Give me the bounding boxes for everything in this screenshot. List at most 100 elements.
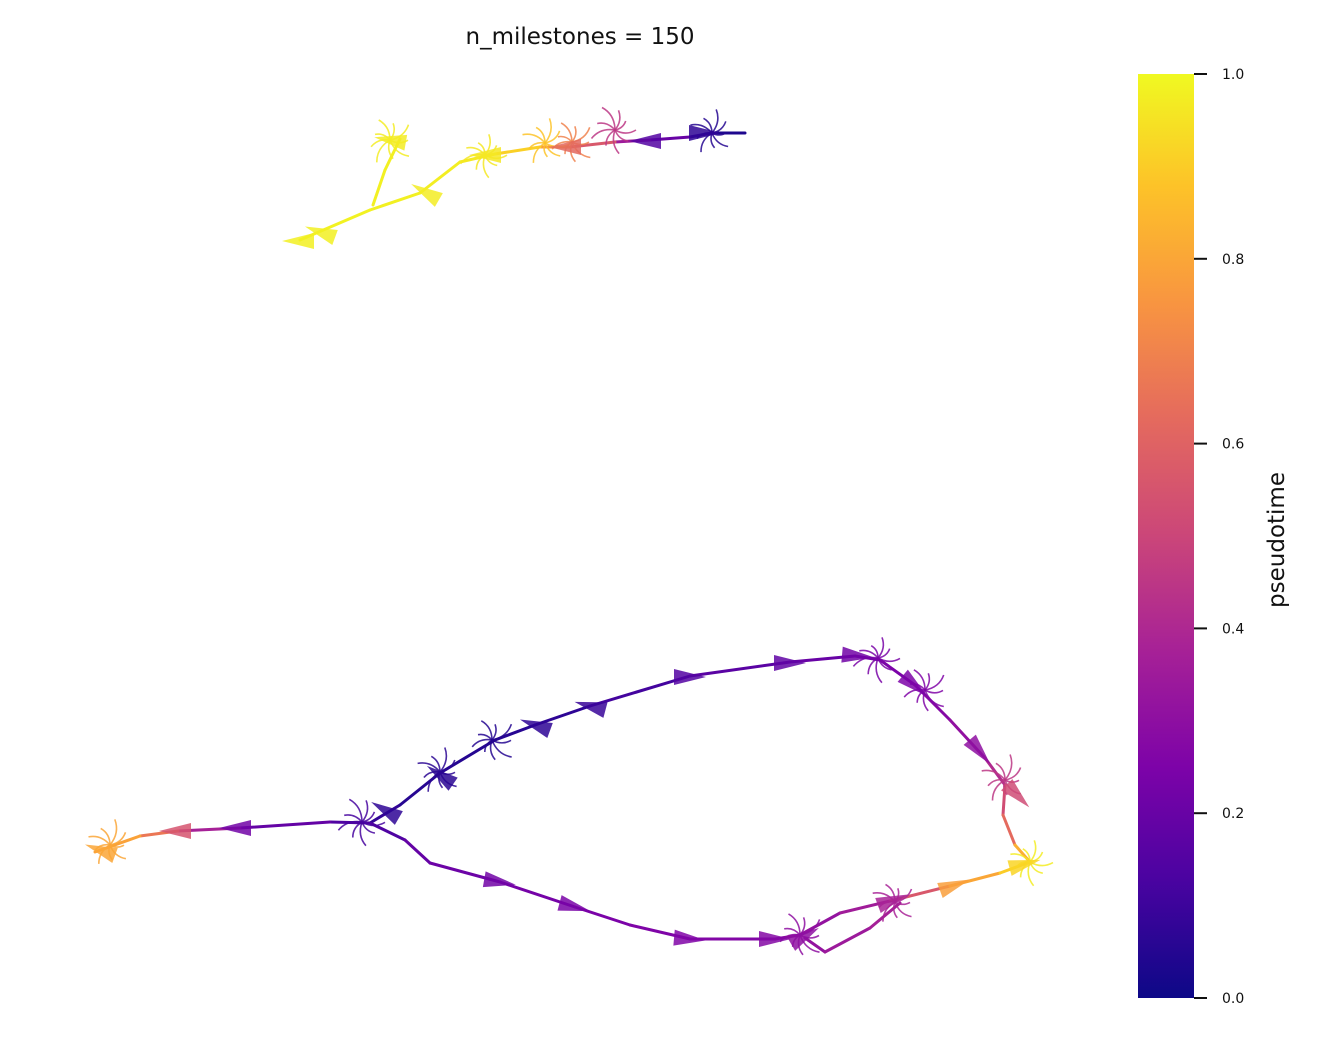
hub-branch bbox=[109, 844, 127, 860]
hub-branch bbox=[361, 821, 376, 834]
hub-branch bbox=[711, 109, 719, 134]
hub-branch bbox=[859, 649, 879, 659]
trajectory-segment bbox=[403, 838, 432, 865]
hub-branch bbox=[877, 657, 901, 663]
hub-branch bbox=[922, 689, 929, 712]
direction-arrow bbox=[549, 139, 581, 155]
direction-arrow bbox=[963, 734, 991, 765]
hub-branch bbox=[109, 819, 118, 846]
hub-branch bbox=[344, 814, 363, 823]
milestone-hub bbox=[471, 720, 513, 761]
direction-arrow bbox=[897, 669, 928, 697]
trajectory-segment bbox=[823, 926, 872, 954]
hub-branch bbox=[544, 142, 561, 157]
direction-arrow bbox=[282, 233, 314, 249]
trajectory-segment bbox=[418, 160, 462, 195]
hub-branch bbox=[1004, 754, 1013, 781]
direction-arrow bbox=[219, 820, 251, 836]
hub-branch bbox=[877, 657, 892, 671]
hub-branch bbox=[614, 129, 637, 134]
hub-branch bbox=[491, 724, 497, 741]
trajectory-segment bbox=[1001, 813, 1017, 847]
direction-arrow bbox=[1007, 859, 1041, 876]
hub-branch bbox=[894, 901, 912, 918]
direction-arrow bbox=[673, 929, 706, 946]
hub-branch bbox=[924, 689, 944, 708]
trajectory-segment bbox=[803, 936, 827, 954]
direction-arrow bbox=[875, 894, 909, 913]
trajectory-series bbox=[368, 654, 1032, 864]
hub-branch bbox=[337, 820, 363, 831]
hub-branch bbox=[109, 832, 127, 846]
hub-branch bbox=[870, 645, 879, 659]
hub-branch bbox=[543, 142, 549, 158]
hub-branch bbox=[924, 673, 931, 691]
direction-arrow bbox=[787, 928, 819, 951]
hub-branch bbox=[351, 821, 363, 838]
trajectory-segment bbox=[368, 191, 422, 212]
direction-arrow bbox=[674, 669, 706, 685]
hub-branch bbox=[439, 747, 448, 773]
chart-title: n_milestones = 150 bbox=[465, 24, 695, 50]
direction-arrow bbox=[84, 844, 118, 863]
direction-arrow bbox=[1001, 779, 1030, 808]
milestone-hub bbox=[522, 118, 572, 163]
direction-arrow bbox=[937, 879, 971, 898]
hub-branch bbox=[535, 126, 546, 144]
colorbar-tick-label: 0.2 bbox=[1222, 806, 1244, 822]
hub-branch bbox=[544, 118, 552, 144]
hub-branch bbox=[612, 129, 620, 155]
hub-branch bbox=[875, 657, 883, 684]
hub-branch bbox=[605, 129, 616, 146]
hub-branch bbox=[788, 913, 801, 936]
hub-branch bbox=[359, 821, 367, 847]
hub-branch bbox=[571, 126, 577, 143]
direction-arrow bbox=[304, 226, 338, 245]
hub-branch bbox=[491, 739, 512, 744]
hub-branch bbox=[597, 122, 616, 131]
hub-branch bbox=[1029, 840, 1037, 863]
hub-branch bbox=[477, 733, 493, 741]
hub-branch bbox=[991, 779, 1006, 801]
hub-branch bbox=[867, 657, 879, 675]
hub-branch bbox=[491, 723, 513, 741]
hub-branch bbox=[544, 130, 561, 144]
direction-arrow bbox=[469, 147, 501, 163]
hub-branch bbox=[491, 739, 512, 758]
hub-branch bbox=[981, 769, 1006, 781]
milestone-hub bbox=[852, 637, 901, 684]
direction-arrow bbox=[159, 823, 191, 839]
direction-arrow bbox=[374, 134, 408, 151]
hub-branch bbox=[109, 844, 125, 848]
direction-arrow bbox=[426, 765, 458, 791]
colorbar-tick-label: 0.0 bbox=[1222, 991, 1244, 1007]
trajectory-plot bbox=[84, 106, 1054, 956]
hub-branch bbox=[1004, 767, 1022, 781]
direction-arrow bbox=[557, 895, 591, 912]
hub-branch bbox=[361, 821, 386, 827]
direction-arrow bbox=[411, 184, 443, 207]
trajectory-segment bbox=[493, 145, 542, 156]
trajectory-segment bbox=[238, 820, 332, 830]
hub-branch bbox=[480, 720, 493, 741]
hub-branch bbox=[489, 739, 496, 761]
direction-arrow bbox=[482, 871, 516, 888]
hub-branch bbox=[916, 689, 926, 703]
direction-arrow bbox=[519, 719, 553, 738]
trajectory-segment bbox=[688, 660, 792, 678]
hub-branch bbox=[471, 738, 493, 748]
hub-branch bbox=[903, 688, 926, 698]
colorbar-tick-label: 1.0 bbox=[1222, 67, 1244, 83]
direction-arrow bbox=[689, 125, 721, 141]
colorbar-tick-label: 0.8 bbox=[1222, 252, 1244, 268]
hub-branch bbox=[877, 648, 891, 659]
milestone-hub bbox=[903, 669, 945, 712]
direction-arrow bbox=[759, 931, 791, 947]
trajectory-series bbox=[368, 821, 1032, 941]
hub-branch bbox=[995, 762, 1006, 781]
hub-branch bbox=[924, 689, 944, 694]
hub-branch bbox=[590, 128, 616, 140]
direction-arrow bbox=[629, 133, 661, 149]
trajectory-segment bbox=[533, 704, 592, 727]
trajectory-series bbox=[298, 131, 747, 242]
